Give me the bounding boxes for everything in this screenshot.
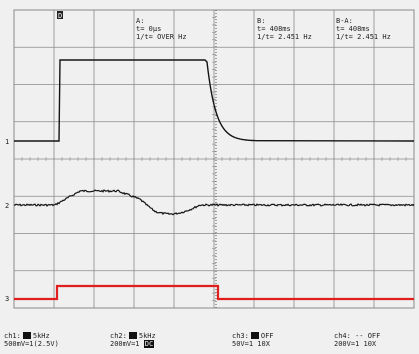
cursor-a-label: A: (136, 17, 145, 25)
channel-2-name: ch2: (110, 332, 127, 340)
channel-1-color-swatch (22, 332, 31, 339)
channel-2-coupling-badge: DC (143, 340, 155, 348)
channel-1-trace (14, 59, 415, 142)
channel-3-scale: 50V=1 10X (232, 340, 270, 348)
channel-2-color-swatch (128, 332, 137, 339)
cursor-ba-label: B-A: (336, 17, 353, 25)
channel-status-bar: ch1: 5kHz 500mV=1(2.5V) ch2: 5kHz 200mV=1 … (4, 332, 416, 354)
graticule-grid (13, 9, 415, 309)
cursor-b-frequency: 1/t= 2.451 Hz (257, 33, 312, 41)
channel-1-name: ch1: (4, 332, 21, 340)
channel-3-ground-marker: 3 (5, 295, 9, 303)
channel-1-filter: 5kHz (32, 332, 50, 340)
channel-3-color-swatch (250, 332, 259, 339)
channel-2-ground-marker: 2 (5, 202, 9, 210)
cursor-b-time: t= 408ms (257, 25, 291, 33)
channel-3-trace (14, 284, 414, 301)
channel-3-status: ch3: OFF 50V=1 10X (232, 332, 274, 348)
trigger-marker-label: D (58, 12, 62, 20)
cursor-a-readout: A: t= 0µs 1/t= OVER Hz (136, 17, 187, 41)
cursor-readout-panel: A: t= 0µs 1/t= OVER Hz B: t= 408ms 1/t= … (0, 17, 419, 47)
trigger-marker-box (57, 11, 63, 19)
cursor-a-time: t= 0µs (136, 25, 162, 33)
channel-4-status: ch4: -- OFF 200V=1 10X (334, 332, 380, 348)
channel-1-scale: 500mV=1(2.5V) (4, 340, 59, 348)
channel-2-filter: 5kHz (138, 332, 156, 340)
channel-2-trace (13, 189, 415, 216)
cursor-b-label: B: (257, 17, 266, 25)
channel-4-scale: 200V=1 10X (334, 340, 377, 348)
cursor-a-frequency: 1/t= OVER Hz (136, 33, 187, 41)
channel-4-filter: -- OFF (355, 332, 381, 340)
channel-1-status: ch1: 5kHz 500mV=1(2.5V) (4, 332, 59, 348)
cursor-ba-frequency: 1/t= 2.451 Hz (336, 33, 391, 41)
cursor-ba-readout: B-A: t= 408ms 1/t= 2.451 Hz (336, 17, 391, 41)
channel-4-name: ch4: (334, 332, 351, 340)
channel-3-filter: OFF (260, 332, 274, 340)
channel-3-name: ch3: (232, 332, 249, 340)
channel-1-ground-marker: 1 (5, 138, 9, 146)
channel-2-scale: 200mV=1 (110, 340, 140, 348)
cursor-b-readout: B: t= 408ms 1/t= 2.451 Hz (257, 17, 312, 41)
channel-2-status: ch2: 5kHz 200mV=1 DC (110, 332, 156, 348)
cursor-ba-time: t= 408ms (336, 25, 370, 33)
